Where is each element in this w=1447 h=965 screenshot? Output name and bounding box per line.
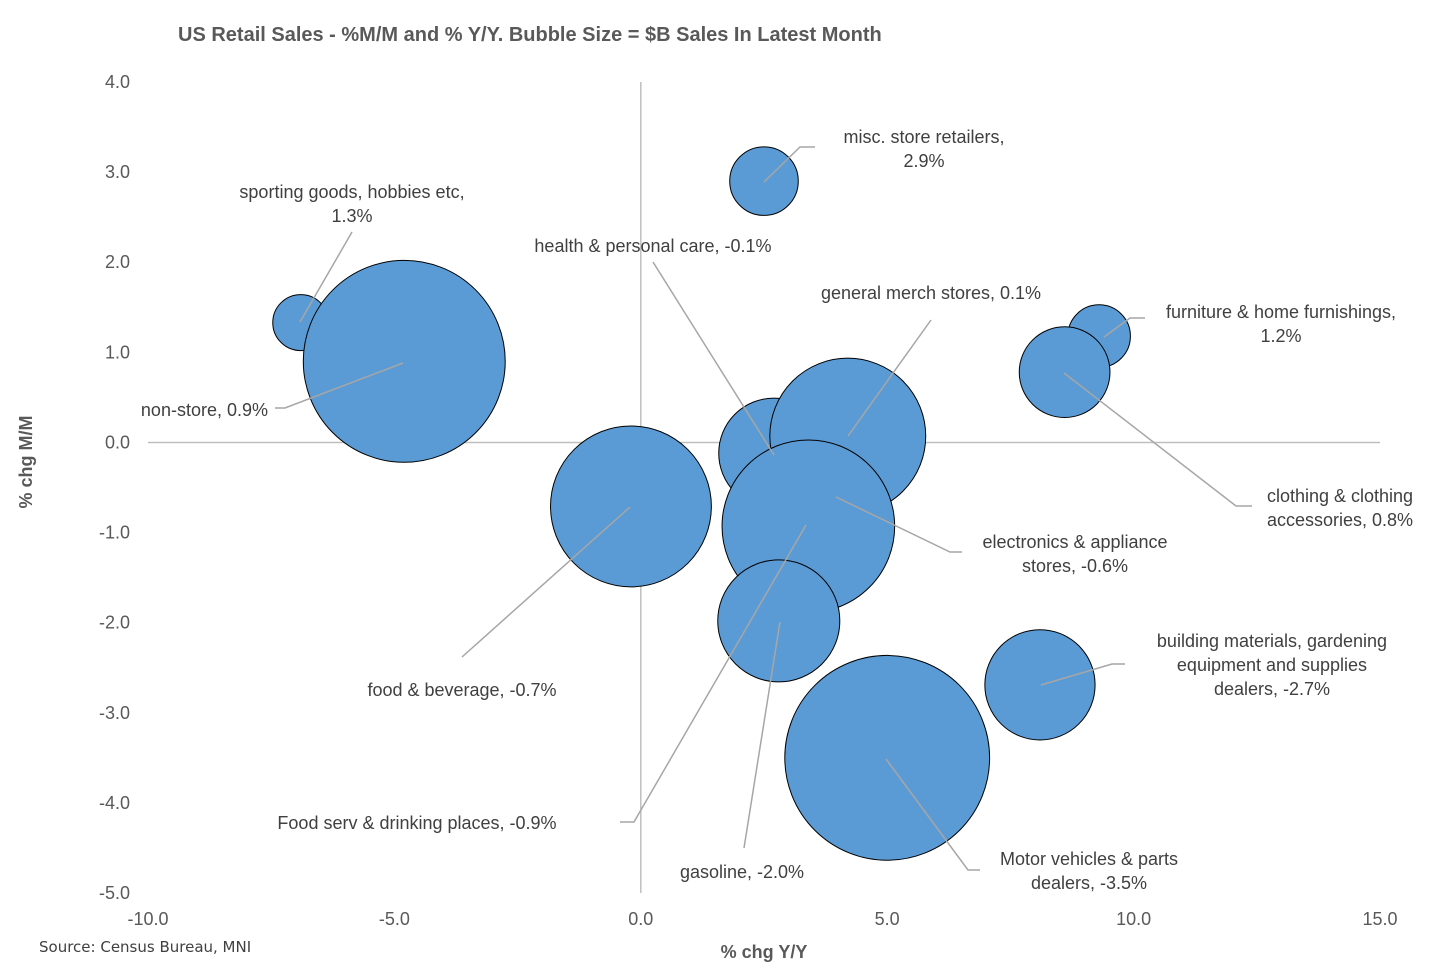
data-label: food & beverage, -0.7% [367,680,556,700]
x-tick-label: 0.0 [628,909,653,929]
data-label: building materials, gardening equipment a… [1157,631,1387,699]
bubble [1018,326,1111,419]
y-tick-label: 0.0 [105,432,130,452]
leader-line [620,524,807,823]
x-tick-label: -10.0 [127,909,168,929]
data-label: Food serv & drinking places, -0.9% [277,813,556,833]
data-label: health & personal care, -0.1% [534,236,771,256]
leader-line [275,362,404,409]
y-tick-label: -3.0 [99,703,130,723]
data-label: clothing & clothing accessories, 0.8% [1267,486,1413,530]
data-label: electronics & appliance stores, -0.6% [982,532,1167,576]
x-tick-label: 15.0 [1362,909,1397,929]
bubble [717,559,841,683]
leader-line [1063,372,1252,507]
leader-line [461,506,631,658]
y-tick-label: 1.0 [105,342,130,362]
y-tick-label: -4.0 [99,793,130,813]
x-tick-label: -5.0 [379,909,410,929]
data-label: sporting goods, hobbies etc, 1.3% [239,182,464,226]
data-label: gasoline, -2.0% [680,862,804,882]
y-tick-label: 4.0 [105,72,130,92]
y-tick-label: -2.0 [99,613,130,633]
leader-line [299,231,353,323]
data-label: non-store, 0.9% [141,400,268,420]
source-note: Source: Census Bureau, MNI [39,938,252,956]
x-tick-label: 5.0 [875,909,900,929]
x-axis-title: % chg Y/Y [721,942,808,962]
leader-lines [275,146,1252,871]
bubbles [272,146,1131,861]
leader-line [743,621,781,849]
leader-line [652,261,775,456]
leader-line [1040,663,1125,686]
bubble [302,259,506,463]
data-label: furniture & home furnishings, 1.2% [1166,302,1396,346]
leader-line [763,146,815,183]
chart-title: US Retail Sales - %M/M and % Y/Y. Bubble… [178,24,882,46]
y-tick-label: 3.0 [105,162,130,182]
y-tick-label: 2.0 [105,252,130,272]
leader-line [835,496,962,553]
x-tick-label: 10.0 [1116,909,1151,929]
bubble [550,425,712,588]
y-axis-title: % chg M/M [16,416,36,509]
bubble [984,629,1096,741]
leader-line [885,758,980,871]
data-label: Motor vehicles & parts dealers, -3.5% [1000,849,1178,893]
bubble [784,654,991,861]
y-tick-label: -1.0 [99,523,130,543]
data-label: misc. store retailers, 2.9% [843,127,1004,171]
data-labels: misc. store retailers, 2.9% sporting goods… [141,127,1413,893]
data-label: general merch stores, 0.1% [821,283,1041,303]
y-tick-label: -5.0 [99,883,130,903]
leader-line [1103,317,1145,338]
leader-line [847,319,932,437]
